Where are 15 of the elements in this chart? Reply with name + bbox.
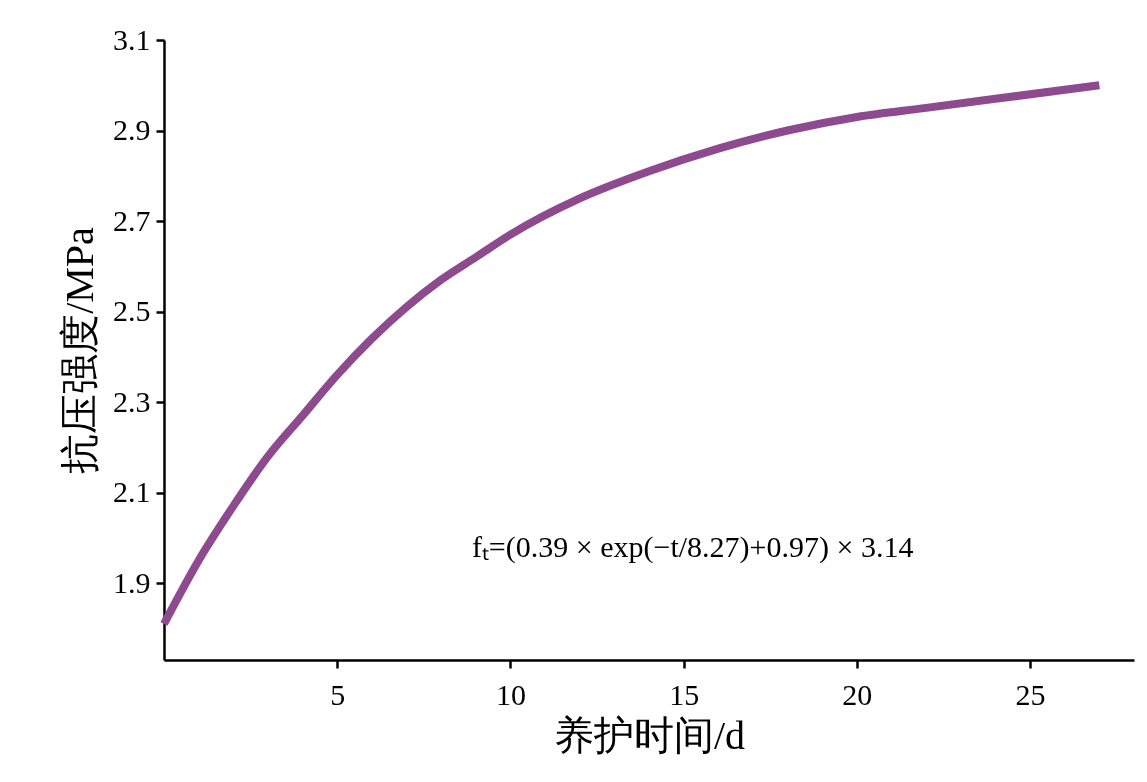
annotation: fₜ=(0.39 × exp(−t/8.27)+0.97) × 3.14: [471, 530, 914, 565]
y-tick-label: 2.7: [113, 203, 151, 237]
y-tick-label: 1.9: [113, 565, 151, 599]
x-tick-label: 20: [842, 677, 873, 711]
x-tick-label: 25: [1015, 677, 1046, 711]
x-tick-label: 15: [669, 677, 700, 711]
y-tick-label: 3.1: [113, 22, 151, 56]
x-axis-title: 养护时间/d: [553, 712, 746, 758]
y-tick-label: 2.5: [113, 294, 151, 328]
y-axis-title: 抗压强度/MPa: [57, 226, 102, 474]
x-tick-label: 5: [330, 677, 346, 711]
y-tick-label: 2.1: [113, 475, 151, 509]
y-tick-label: 2.9: [113, 113, 151, 147]
y-tick-label: 2.3: [113, 384, 151, 418]
x-tick-label: 10: [495, 677, 526, 711]
